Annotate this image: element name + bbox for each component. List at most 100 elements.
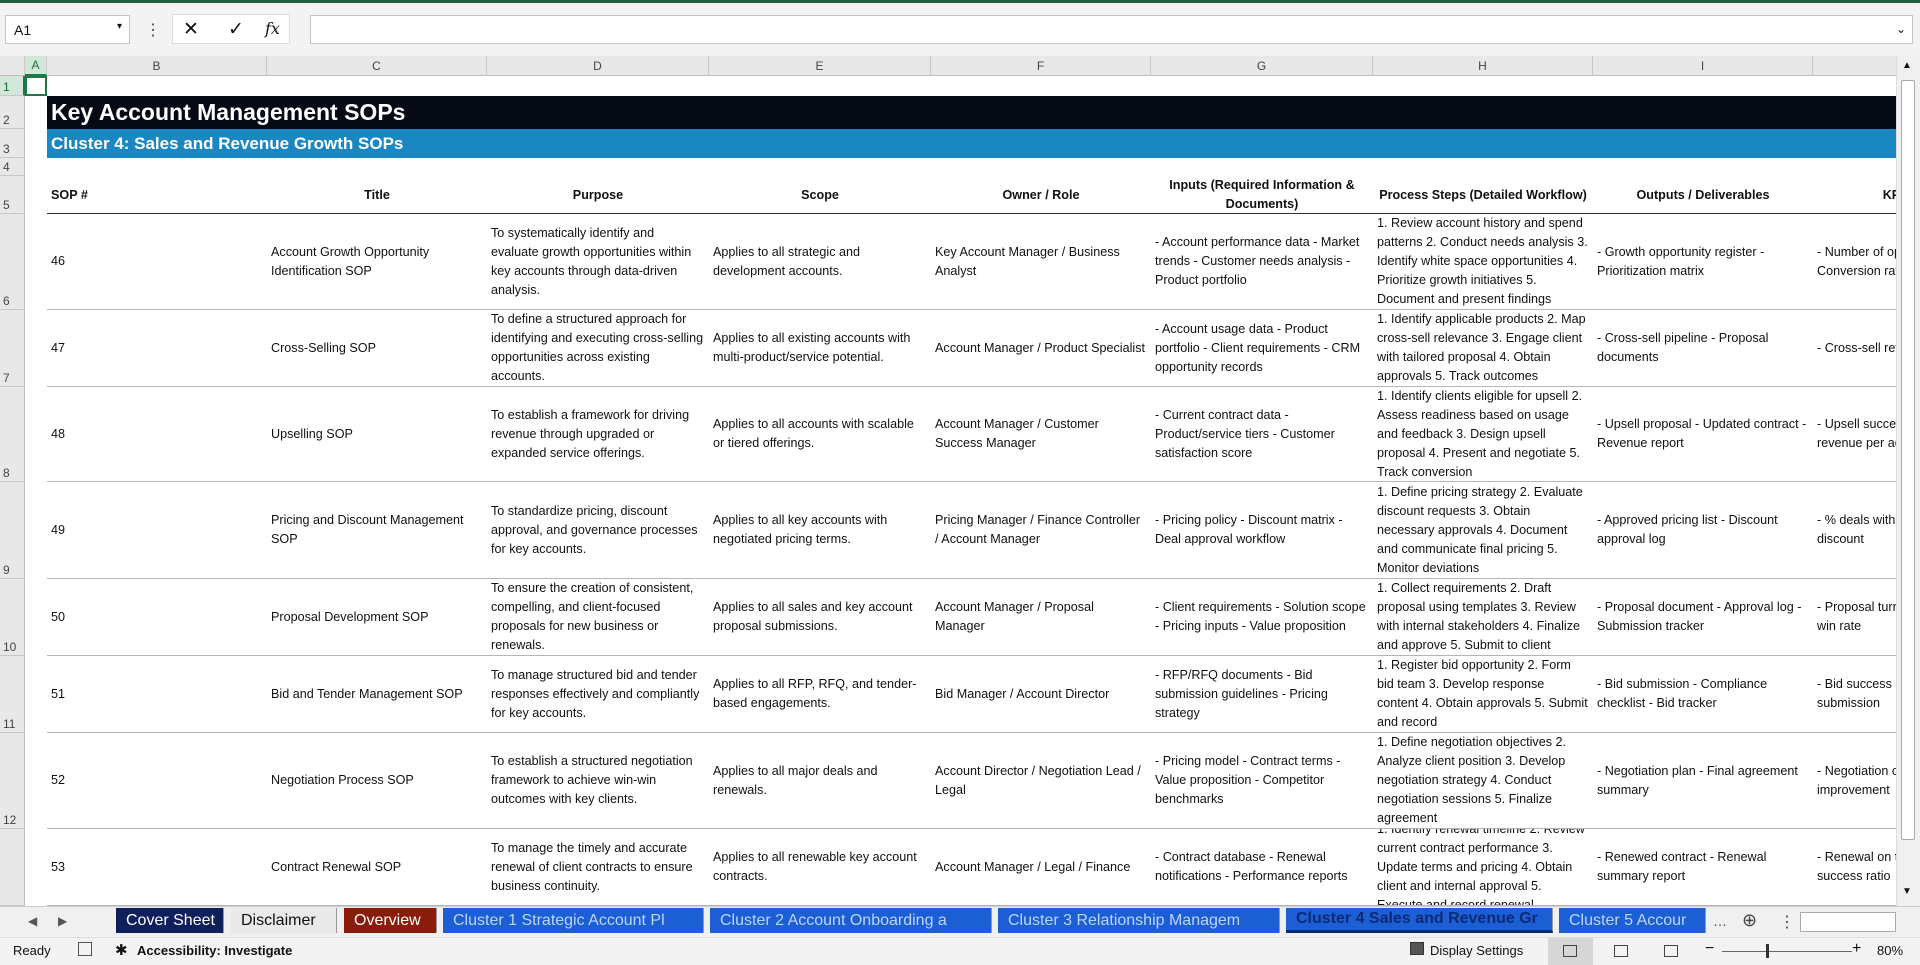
table-cell[interactable]: Applies to all sales and key account pro… (709, 579, 931, 655)
column-title[interactable]: Purpose (572, 187, 624, 202)
cancel-icon[interactable]: ✕ (183, 19, 199, 40)
insert-function[interactable]: fx (265, 19, 280, 38)
table-cell[interactable]: 1. Identify clients eligible for upsell … (1373, 387, 1593, 481)
formula-input[interactable]: ⌄ (310, 15, 1913, 44)
table-cell[interactable]: - Cross-sell revenue - Conversion rate (1813, 310, 1896, 386)
row-header[interactable]: 9 (0, 482, 25, 579)
table-cell[interactable]: Account Manager / Legal / Finance (931, 829, 1151, 905)
table-cell[interactable]: - Pricing policy - Discount matrix - Dea… (1151, 482, 1373, 578)
horizontal-scrollbar[interactable] (1800, 912, 1896, 932)
table-cell[interactable]: To establish a structured negotiation fr… (487, 733, 709, 828)
zoom-in[interactable]: + (1852, 940, 1862, 957)
table-cell[interactable]: 1. Define pricing strategy 2. Evaluate d… (1373, 482, 1593, 578)
table-cell[interactable]: 47 (47, 310, 267, 386)
table-cell[interactable]: Applies to all RFP, RFQ, and tender-base… (709, 656, 931, 732)
table-cell[interactable]: - Upsell proposal - Updated contract - R… (1593, 387, 1813, 481)
table-cell[interactable]: 1. Define negotiation objectives 2. Anal… (1373, 733, 1593, 828)
row-header[interactable]: 5 (0, 176, 25, 214)
table-cell[interactable]: To define a structured approach for iden… (487, 310, 709, 386)
table-cell[interactable]: - Upsell success rate - Average revenue … (1813, 387, 1896, 481)
table-cell[interactable]: Cross-Selling SOP (267, 310, 487, 386)
tab-options[interactable]: ⋮ (1779, 914, 1795, 931)
table-cell[interactable]: 51 (47, 656, 267, 732)
column-header[interactable]: B (47, 56, 267, 76)
table-cell[interactable]: - Current contract data - Product/servic… (1151, 387, 1373, 481)
sheet-tab[interactable]: Cluster 3 Relationship Managem (998, 908, 1280, 933)
column-title[interactable]: KPIs / Metrics (1882, 187, 1896, 202)
table-cell[interactable]: - Negotiation cycle time - Margin improv… (1813, 733, 1896, 828)
table-cell[interactable]: Proposal Development SOP (267, 579, 487, 655)
table-cell[interactable]: - Account performance data - Market tren… (1151, 214, 1373, 309)
row-header[interactable]: 3 (0, 129, 25, 158)
row-header[interactable]: 12 (0, 733, 25, 829)
row-header[interactable]: 4 (0, 158, 25, 176)
table-cell[interactable]: Applies to all major deals and renewals. (709, 733, 931, 828)
column-header[interactable]: A (25, 56, 47, 76)
table-cell[interactable]: - Pricing model - Contract terms - Value… (1151, 733, 1373, 828)
table-cell[interactable]: - Renewed contract - Renewal summary rep… (1593, 829, 1813, 905)
table-cell[interactable]: Pricing and Discount Management SOP (267, 482, 487, 578)
row-header[interactable]: 10 (0, 579, 25, 656)
table-cell[interactable]: Contract Renewal SOP (267, 829, 487, 905)
table-cell[interactable]: To ensure the creation of consistent, co… (487, 579, 709, 655)
table-cell[interactable]: - Bid submission - Compliance checklist … (1593, 656, 1813, 732)
table-cell[interactable]: - Account usage data - Product portfolio… (1151, 310, 1373, 386)
table-cell[interactable]: 1. Identify applicable products 2. Map c… (1373, 310, 1593, 386)
row-header[interactable]: 2 (0, 96, 25, 129)
table-cell[interactable]: - Client requirements - Solution scope -… (1151, 579, 1373, 655)
scroll-down[interactable]: ▼ (1902, 886, 1912, 897)
table-cell[interactable]: - Cross-sell pipeline - Proposal documen… (1593, 310, 1813, 386)
table-cell[interactable]: To establish a framework for driving rev… (487, 387, 709, 481)
table-cell[interactable]: Applies to all strategic and development… (709, 214, 931, 309)
name-box[interactable]: A1 ▾ (5, 15, 130, 44)
table-cell[interactable]: 46 (47, 214, 267, 309)
table-cell[interactable]: - Growth opportunity register - Prioriti… (1593, 214, 1813, 309)
column-header[interactable]: C (267, 56, 487, 76)
table-cell[interactable]: - Contract database - Renewal notificati… (1151, 829, 1373, 905)
page-layout-icon[interactable] (1614, 945, 1628, 957)
column-title[interactable]: Owner / Role (1002, 187, 1080, 202)
table-cell[interactable]: - Negotiation plan - Final agreement sum… (1593, 733, 1813, 828)
table-cell[interactable]: Pricing Manager / Finance Controller / A… (931, 482, 1151, 578)
normal-view[interactable] (1548, 938, 1593, 965)
table-cell[interactable]: Applies to all renewable key account con… (709, 829, 931, 905)
column-header[interactable] (1813, 56, 1896, 76)
accessibility-status[interactable]: Accessibility: Investigate (137, 943, 293, 958)
row-header[interactable] (0, 829, 25, 906)
column-title[interactable]: Scope (801, 187, 839, 202)
tab-prev[interactable]: ◀ (28, 914, 38, 928)
column-header[interactable]: F (931, 56, 1151, 76)
table-cell[interactable]: Applies to all existing accounts with mu… (709, 310, 931, 386)
select-all[interactable] (0, 56, 25, 76)
table-cell[interactable]: Applies to all accounts with scalable or… (709, 387, 931, 481)
table-cell[interactable]: 53 (47, 829, 267, 905)
column-title[interactable]: SOP # (51, 187, 88, 202)
column-header[interactable]: I (1593, 56, 1813, 76)
table-cell[interactable]: To manage the timely and accurate renewa… (487, 829, 709, 905)
table-cell[interactable]: Negotiation Process SOP (267, 733, 487, 828)
sheet-tab[interactable]: Cluster 5 Accour (1559, 908, 1706, 933)
page-break-icon[interactable] (1664, 945, 1678, 957)
table-cell[interactable]: 52 (47, 733, 267, 828)
table-cell[interactable]: Key Account Manager / Business Analyst (931, 214, 1151, 309)
table-cell[interactable]: 49 (47, 482, 267, 578)
sheet-tab[interactable]: Overview (344, 908, 437, 933)
table-cell[interactable]: Bid Manager / Account Director (931, 656, 1151, 732)
table-cell[interactable]: 48 (47, 387, 267, 481)
cell-selection[interactable] (25, 76, 47, 96)
column-title[interactable]: Outputs / Deliverables (1636, 187, 1770, 202)
tab-next[interactable]: ▶ (58, 914, 68, 928)
table-cell[interactable]: - Proposal turnaround time - Proposal wi… (1813, 579, 1896, 655)
more-icon[interactable]: ⋮ (145, 22, 161, 39)
scroll-thumb[interactable] (1901, 80, 1915, 840)
table-cell[interactable]: 1. Collect requirements 2. Draft proposa… (1373, 579, 1593, 655)
sheet-tab[interactable]: Disclaimer (231, 908, 337, 933)
table-cell[interactable]: 50 (47, 579, 267, 655)
row-header[interactable]: 1 (0, 76, 25, 96)
column-header[interactable]: H (1373, 56, 1593, 76)
sheet-tab[interactable]: Cluster 1 Strategic Account Pl (443, 908, 704, 933)
table-cell[interactable]: Bid and Tender Management SOP (267, 656, 487, 732)
sheet-tab[interactable]: Cluster 4 Sales and Revenue Gr (1286, 908, 1553, 933)
table-cell[interactable]: - Renewal on time rate - Renewal success… (1813, 829, 1896, 905)
row-header[interactable]: 11 (0, 656, 25, 733)
